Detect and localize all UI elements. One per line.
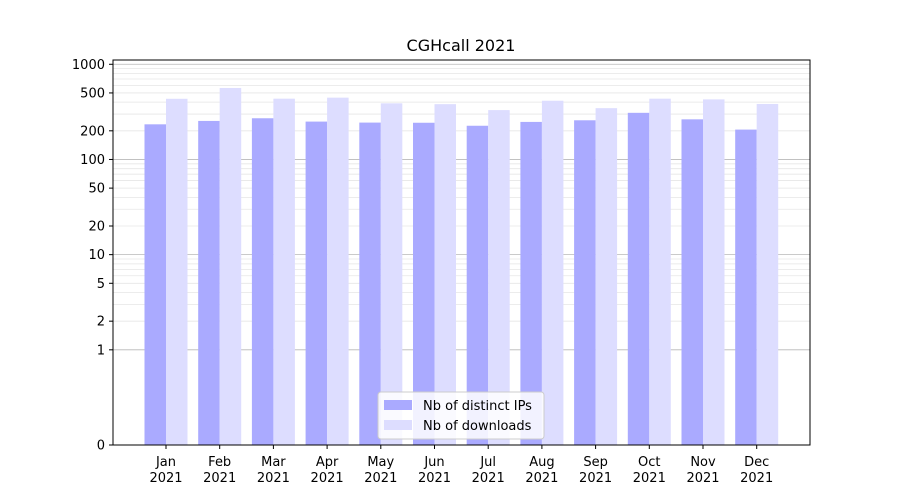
legend-box <box>377 391 545 440</box>
x-tick-label: Feb 2021 <box>203 455 236 486</box>
x-tick-label: Sep 2021 <box>579 455 612 486</box>
bar-downloads <box>166 98 188 446</box>
plot-frame <box>112 59 811 446</box>
x-tick-label: May 2021 <box>364 455 397 486</box>
bar-distinct-ips <box>681 119 703 446</box>
bar-distinct-ips <box>251 118 274 445</box>
chart-title: CGHcall 2021 <box>407 36 516 55</box>
bar-distinct-ips <box>198 120 220 445</box>
x-tick-label: Dec 2021 <box>740 455 773 486</box>
bar-downloads <box>488 110 510 446</box>
bar-distinct-ips <box>574 120 596 445</box>
bar-distinct-ips <box>144 124 166 445</box>
bar-distinct-ips <box>413 122 435 445</box>
y-tick-label: 500 <box>80 86 105 101</box>
x-tick-label: Aug 2021 <box>525 455 558 486</box>
legend-label: Nb of downloads <box>423 419 532 434</box>
y-tick-label: 50 <box>88 182 105 197</box>
y-tick-label: 10 <box>88 248 105 263</box>
bar-distinct-ips <box>305 121 328 446</box>
y-tick-label: 2 <box>97 315 105 330</box>
x-axis: Jan 2021 Feb 2021 Mar 2021 Apr 2021 May 2021 Jun 20… <box>149 445 773 486</box>
bar-downloads <box>649 98 671 446</box>
legend-swatch <box>384 420 412 430</box>
bar-downloads <box>380 103 403 446</box>
bar-downloads <box>273 98 295 446</box>
y-tick-label: 100 <box>80 153 105 168</box>
legend-label: Nb of distinct IPs <box>423 399 532 414</box>
bar-downloads <box>703 99 725 445</box>
x-tick-label: Mar 2021 <box>257 455 290 486</box>
y-tick-label: 0 <box>97 439 105 454</box>
x-tick-label: Nov 2021 <box>686 455 719 486</box>
y-tick-label: 200 <box>80 124 105 139</box>
y-tick-label: 1000 <box>72 58 105 73</box>
bar-downloads <box>541 100 564 445</box>
bar-downloads <box>756 103 779 445</box>
y-tick-label: 1 <box>97 343 105 358</box>
legend: Nb of distinct IPs Nb of downloads <box>377 391 545 440</box>
y-axis: 0 1 2 5 10 20 50 100 200 500 1000 <box>72 58 113 454</box>
bar-downloads <box>434 104 456 446</box>
x-tick-label: Jun 2021 <box>418 455 451 486</box>
bar-distinct-ips <box>359 122 381 446</box>
bar-distinct-ips <box>735 129 757 445</box>
bars <box>144 87 779 446</box>
bar-downloads <box>595 108 618 446</box>
bar-distinct-ips <box>466 125 489 445</box>
x-tick-label: Jan 2021 <box>149 455 182 486</box>
bar-distinct-ips <box>627 112 650 445</box>
x-tick-label: Apr 2021 <box>311 455 344 486</box>
bar-distinct-ips <box>520 121 542 445</box>
legend-swatch <box>384 400 412 410</box>
y-tick-label: 5 <box>97 277 105 292</box>
x-tick-label: Oct 2021 <box>633 455 666 486</box>
x-tick-label: Jul 2021 <box>472 455 505 486</box>
bar-downloads <box>327 97 349 445</box>
y-tick-label: 20 <box>88 219 105 234</box>
bar-downloads <box>219 87 242 446</box>
